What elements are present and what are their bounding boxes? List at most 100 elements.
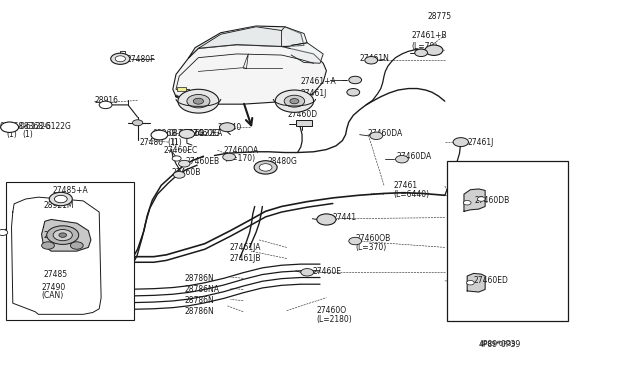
Circle shape [54,195,67,203]
Text: 27480F: 27480F [127,55,156,64]
Circle shape [301,269,314,276]
Circle shape [53,230,72,241]
Circle shape [275,90,314,112]
Circle shape [365,57,378,64]
Text: 28786N: 28786N [184,274,214,283]
Circle shape [0,230,8,235]
Text: 27440: 27440 [218,123,242,132]
Polygon shape [282,27,307,45]
Circle shape [415,49,428,57]
Circle shape [477,197,485,201]
Circle shape [47,226,79,244]
Text: (1): (1) [168,138,179,147]
Circle shape [1,122,19,132]
Text: 28775: 28775 [428,12,452,21]
Bar [177,87,186,91]
Circle shape [347,89,360,96]
Text: 27460B: 27460B [172,169,201,177]
Polygon shape [291,43,323,63]
Circle shape [179,129,195,138]
Circle shape [254,161,277,174]
Text: 27460ED: 27460ED [474,276,508,285]
Text: S: S [7,123,12,132]
Text: (L=6440): (L=6440) [394,190,429,199]
Circle shape [349,76,362,84]
Text: 27460OA: 27460OA [224,146,259,155]
Text: (L=70): (L=70) [412,42,438,51]
Circle shape [284,95,305,107]
Text: (L=2180): (L=2180) [317,315,353,324]
Text: 28786NA: 28786NA [184,285,220,294]
Text: 27485+A: 27485+A [52,186,88,195]
Text: 27461: 27461 [394,182,418,190]
Circle shape [370,132,383,140]
Polygon shape [12,197,101,314]
Polygon shape [173,45,326,104]
Circle shape [151,130,168,140]
Text: 27461JB: 27461JB [229,254,260,263]
Text: 28921M: 28921M [44,231,74,240]
Text: 27460DA: 27460DA [368,129,403,138]
Text: 27480: 27480 [140,138,164,147]
Circle shape [290,99,299,104]
Circle shape [111,53,130,64]
Bar [6,182,134,320]
Text: 28916: 28916 [95,96,119,105]
Text: 27490: 27490 [42,283,66,292]
Polygon shape [464,189,485,211]
Text: S: S [157,131,162,140]
Circle shape [99,101,112,109]
Text: 08368-6122G: 08368-6122G [152,129,204,138]
Circle shape [396,155,408,163]
Circle shape [453,138,468,147]
Circle shape [49,192,72,206]
Bar [40,195,132,253]
Text: 27441: 27441 [333,213,357,222]
Circle shape [179,160,190,167]
Text: (L=170): (L=170) [224,154,255,163]
Text: 4P89*0P39: 4P89*0P39 [479,340,521,349]
Text: 28786N: 28786N [184,296,214,305]
Circle shape [425,45,443,55]
Text: 27460E: 27460E [312,267,341,276]
Bar [447,161,568,321]
Circle shape [173,171,185,178]
Text: (CAN): (CAN) [42,291,64,300]
Circle shape [317,214,336,225]
Circle shape [115,56,125,62]
Text: (L=370): (L=370) [355,243,387,252]
Polygon shape [42,219,91,251]
Text: 28786N: 28786N [184,307,214,316]
Bar [296,120,312,126]
Text: 4P89*0P39: 4P89*0P39 [480,341,516,347]
Text: 27461J: 27461J [467,138,493,147]
Text: (1): (1) [6,130,17,139]
Text: 27460EA: 27460EA [188,129,223,138]
Text: 27460O: 27460O [317,306,347,315]
Text: 28921M: 28921M [44,201,74,210]
Text: 27460D: 27460D [288,110,318,119]
Circle shape [59,233,67,237]
Circle shape [70,242,83,249]
Text: 27460DA: 27460DA [397,153,432,161]
Circle shape [132,120,143,126]
Circle shape [187,94,210,108]
Text: 08368-6122G: 08368-6122G [168,129,220,138]
Text: 27460DB: 27460DB [475,196,510,205]
Text: 27460EB: 27460EB [186,157,220,166]
Polygon shape [198,27,282,48]
Polygon shape [189,26,304,58]
Text: 27461N: 27461N [360,54,390,63]
Text: 27461J: 27461J [301,89,327,98]
Text: 27461+A: 27461+A [301,77,337,86]
Text: 27461JA: 27461JA [229,243,260,252]
Circle shape [463,201,471,205]
Text: 27460OB: 27460OB [355,234,390,243]
Text: 27460EC: 27460EC [163,146,198,155]
Text: (1): (1) [172,138,182,147]
Circle shape [42,242,54,249]
Circle shape [467,280,474,285]
Circle shape [193,98,204,104]
Circle shape [178,89,219,113]
Text: 27461+B: 27461+B [412,31,447,40]
